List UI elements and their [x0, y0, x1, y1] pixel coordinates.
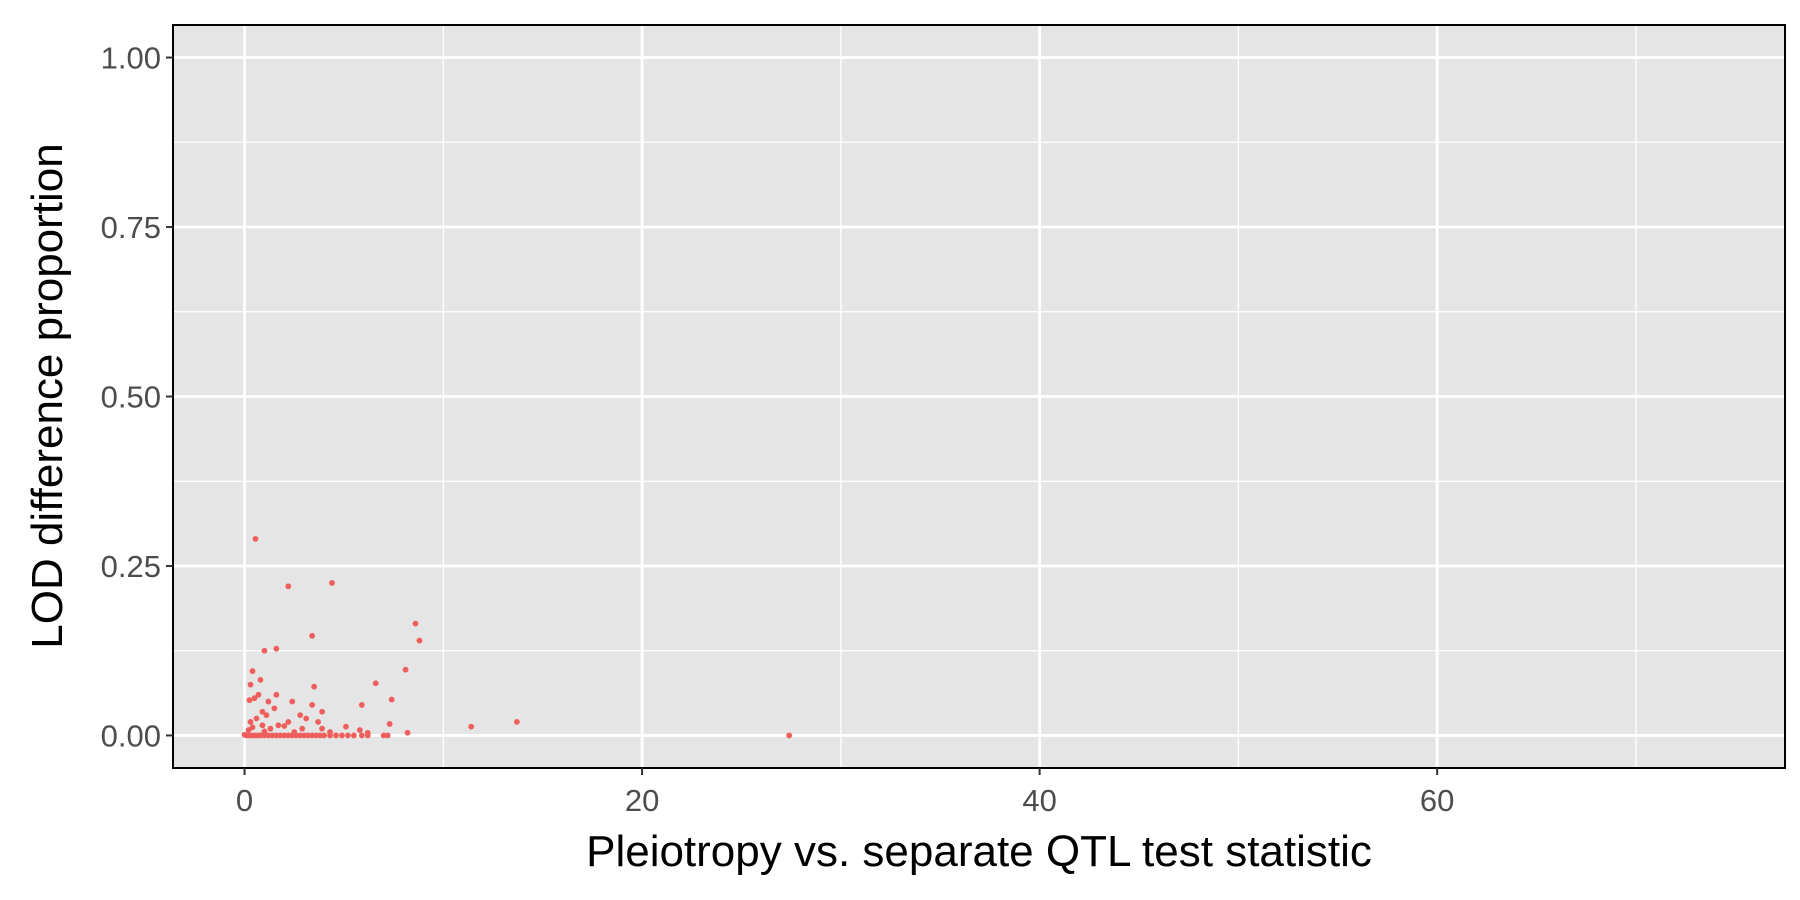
y-tick-label: 0.75 [101, 210, 161, 245]
data-point [285, 732, 292, 739]
y-axis-title: LOD difference proportion [23, 143, 72, 648]
data-point [273, 732, 280, 739]
data-point [289, 732, 296, 739]
data-point [269, 732, 276, 739]
data-point [333, 732, 339, 739]
data-point [247, 719, 254, 725]
data-point [253, 715, 260, 722]
ticks-layer: 0 20 40 60 0.00 0.25 0.50 0.75 1.00 [101, 41, 1455, 818]
points-layer [241, 535, 793, 739]
data-point [786, 732, 793, 739]
data-point [259, 722, 266, 729]
data-point [265, 698, 272, 705]
data-point [281, 723, 288, 729]
data-point [247, 681, 254, 688]
data-point [384, 732, 391, 739]
data-point [289, 698, 296, 705]
y-tick-label: 0.25 [101, 549, 161, 584]
x-axis-title: Pleiotropy vs. separate QTL test statist… [586, 827, 1372, 876]
data-point [245, 727, 252, 733]
data-point [255, 691, 262, 698]
data-point [305, 732, 312, 739]
x-tick-label: 0 [236, 783, 253, 818]
data-point [402, 666, 409, 673]
data-point [246, 697, 253, 704]
x-tick-label: 20 [625, 783, 659, 818]
data-point [261, 728, 268, 735]
data-point [281, 732, 288, 739]
data-point [404, 729, 411, 736]
data-point [285, 719, 292, 725]
data-point [267, 725, 274, 732]
data-point [319, 725, 325, 732]
data-point [388, 696, 395, 703]
data-point [273, 691, 280, 698]
data-point [257, 676, 264, 683]
data-point [252, 535, 259, 542]
data-point [416, 637, 423, 644]
data-point [285, 583, 292, 590]
data-point [315, 719, 321, 725]
data-point [317, 732, 323, 739]
data-point [380, 732, 387, 739]
data-point [343, 723, 349, 730]
data-point [265, 732, 272, 739]
data-point [364, 732, 371, 739]
data-point [261, 732, 268, 739]
data-point [275, 722, 282, 729]
data-point [293, 732, 300, 739]
data-point [259, 708, 266, 715]
data-point [311, 683, 318, 690]
data-point [358, 732, 365, 739]
data-point [263, 712, 270, 719]
data-point [358, 702, 365, 708]
data-point [297, 732, 304, 739]
data-point [319, 708, 325, 715]
data-point [386, 721, 393, 727]
data-point [345, 732, 351, 739]
data-point [327, 732, 333, 739]
data-point [277, 732, 284, 739]
data-point [321, 732, 327, 739]
grid-layer [173, 25, 1785, 768]
data-point [339, 732, 345, 739]
x-tick-label: 40 [1022, 783, 1056, 818]
data-point [309, 632, 316, 639]
data-point [299, 725, 306, 732]
y-tick-label: 0.00 [101, 718, 161, 753]
data-point [271, 705, 278, 712]
data-point [329, 580, 335, 586]
data-point [513, 719, 520, 725]
data-point [468, 723, 475, 730]
data-point [309, 732, 316, 739]
data-point [249, 668, 256, 674]
data-point [309, 702, 316, 708]
data-point [261, 647, 268, 654]
data-point [301, 732, 308, 739]
data-point [303, 715, 310, 722]
y-tick-label: 0.50 [101, 380, 161, 415]
data-point [313, 732, 320, 739]
x-tick-label: 60 [1420, 783, 1454, 818]
data-point [297, 712, 304, 719]
data-point [257, 732, 264, 739]
data-point [350, 732, 357, 739]
data-point [372, 680, 379, 687]
y-tick-label: 1.00 [101, 41, 161, 76]
data-point [412, 620, 419, 627]
data-point [251, 695, 258, 702]
data-point [273, 645, 280, 652]
data-point [356, 727, 363, 733]
